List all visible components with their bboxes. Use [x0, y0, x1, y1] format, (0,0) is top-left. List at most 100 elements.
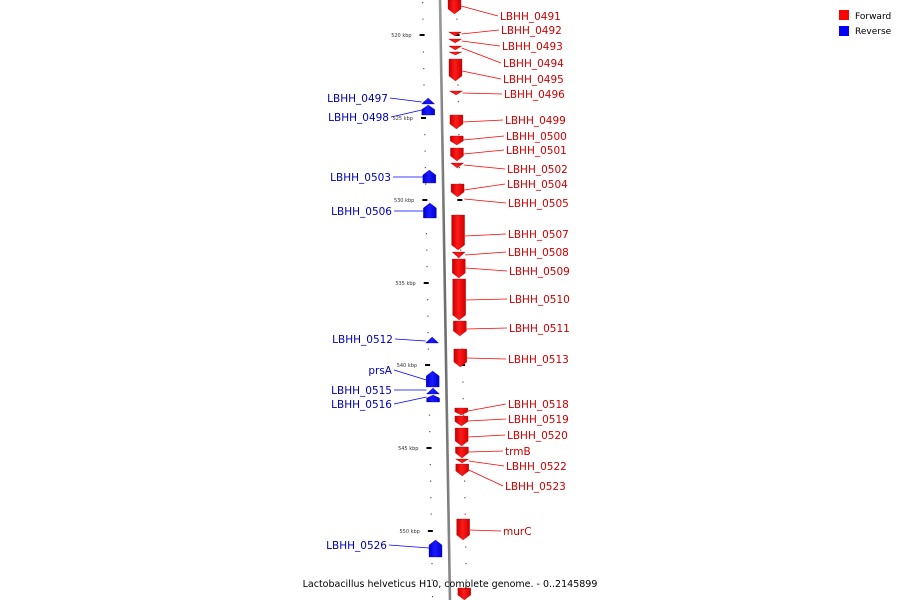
forward-gene-label[interactable]: LBHH_0520 [507, 430, 568, 442]
forward-gene-glyph[interactable] [450, 147, 464, 162]
minor-tick [428, 414, 431, 416]
forward-gene-label[interactable]: LBHH_0505 [508, 198, 569, 210]
forward-gene-label[interactable]: LBHH_0510 [509, 294, 570, 306]
forward-gene-label[interactable]: LBHH_0500 [506, 131, 567, 143]
reverse-gene-label[interactable]: LBHH_0498 [328, 112, 389, 124]
forward-gene-label[interactable]: LBHH_0511 [509, 323, 570, 335]
forward-gene-label[interactable]: LBHH_0496 [504, 89, 565, 101]
reverse-gene-label[interactable]: LBHH_0497 [327, 93, 388, 105]
forward-gene-glyph[interactable] [455, 458, 470, 464]
minor-tick [430, 480, 432, 482]
minor-tick [460, 249, 462, 251]
forward-gene-label[interactable]: LBHH_0508 [508, 247, 569, 259]
reverse-gene-glyph[interactable] [426, 387, 440, 395]
forward-gene-label[interactable]: trmB [505, 446, 531, 458]
forward-gene-glyph[interactable] [454, 415, 469, 427]
forward-gene-glyph[interactable] [456, 518, 470, 541]
minor-tick [429, 431, 431, 433]
forward-gene-leader [465, 251, 507, 256]
reverse-gene-glyph[interactable] [428, 539, 443, 558]
reverse-gene-glyph[interactable] [421, 104, 435, 116]
minor-tick [422, 18, 424, 20]
reverse-gene-glyph[interactable] [425, 336, 440, 344]
reverse-gene-glyph[interactable] [422, 169, 436, 184]
legend: Forward Reverse [839, 10, 892, 37]
legend-forward-swatch [839, 10, 849, 20]
forward-gene-glyph[interactable] [450, 162, 465, 169]
forward-gene-label[interactable]: LBHH_0513 [508, 354, 569, 366]
minor-tick [424, 134, 426, 136]
reverse-gene-glyph[interactable] [426, 370, 440, 388]
forward-gene-glyph[interactable] [451, 251, 466, 259]
forward-gene-glyph[interactable] [454, 427, 469, 447]
forward-gene-glyph[interactable] [454, 407, 468, 416]
forward-gene-label[interactable]: LBHH_0495 [503, 74, 564, 86]
forward-gene-leader [468, 469, 504, 487]
forward-gene-glyph[interactable] [457, 587, 471, 600]
reverse-gene-label[interactable]: LBHH_0503 [330, 172, 391, 184]
reverse-gene-glyph[interactable] [423, 202, 437, 219]
forward-gene-label[interactable]: LBHH_0501 [506, 145, 567, 157]
forward-gene-leader [465, 298, 508, 301]
forward-gene-leader [462, 92, 503, 95]
forward-gene-label[interactable]: LBHH_0504 [507, 179, 568, 191]
forward-gene-glyph[interactable] [450, 135, 464, 146]
reverse-gene-label[interactable]: LBHH_0516 [331, 399, 392, 411]
minor-tick [422, 2, 424, 4]
reverse-gene-label[interactable]: LBHH_0506 [331, 206, 392, 218]
forward-gene-leader [460, 5, 499, 17]
reverse-gene-label[interactable]: LBHH_0526 [326, 540, 387, 552]
minor-tick [464, 513, 466, 515]
forward-gene-label[interactable]: LBHH_0502 [507, 164, 568, 176]
minor-tick [465, 579, 467, 581]
forward-gene-label[interactable]: LBHH_0522 [506, 461, 567, 473]
forward-gene-glyph[interactable] [451, 214, 465, 251]
forward-gene-glyph[interactable] [453, 320, 467, 337]
forward-gene-glyph[interactable] [448, 90, 464, 96]
forward-gene-label[interactable]: LBHH_0519 [508, 414, 569, 426]
forward-gene-label[interactable]: LBHH_0492 [501, 25, 562, 37]
forward-gene-leader [466, 357, 507, 360]
axis-tick-label: 530 kbp [394, 198, 414, 204]
forward-gene-label[interactable]: LBHH_0518 [508, 399, 569, 411]
forward-gene-glyph[interactable] [452, 278, 466, 321]
minor-tick [462, 398, 464, 400]
forward-gene-glyph[interactable] [455, 446, 469, 459]
forward-gene-glyph[interactable] [450, 183, 465, 198]
forward-gene-label[interactable]: LBHH_0509 [509, 266, 570, 278]
minor-tick [462, 414, 465, 416]
forward-gene-label[interactable]: LBHH_0523 [505, 481, 566, 493]
forward-gene-leader [463, 149, 505, 155]
legend-reverse-swatch [839, 26, 849, 36]
forward-gene-glyph[interactable] [448, 58, 463, 82]
forward-gene-glyph[interactable] [455, 463, 469, 477]
forward-gene-glyph[interactable] [448, 38, 463, 44]
forward-gene-label[interactable]: LBHH_0499 [505, 115, 566, 127]
axis-tick-label: 525 kbp [393, 116, 413, 122]
reverse-gene-label[interactable]: LBHH_0515 [331, 385, 392, 397]
forward-gene-glyph[interactable] [452, 258, 466, 279]
minor-tick [465, 546, 467, 548]
forward-gene-leader [461, 40, 501, 47]
forward-gene-glyph[interactable] [447, 0, 462, 15]
forward-gene-glyph[interactable] [448, 45, 463, 51]
forward-gene-leader [461, 47, 502, 64]
minor-tick [464, 497, 466, 499]
reverse-gene-label[interactable]: LBHH_0512 [332, 334, 393, 346]
axis-tick-label: 535 kbp [395, 281, 415, 287]
forward-gene-label[interactable]: murC [503, 526, 532, 538]
legend-forward-label: Forward [855, 12, 891, 22]
genome-backbone [438, 0, 452, 600]
reverse-gene-label[interactable]: prsA [368, 365, 392, 377]
forward-gene-label[interactable]: LBHH_0491 [500, 11, 561, 23]
forward-gene-glyph[interactable] [449, 114, 464, 130]
forward-gene-glyph[interactable] [448, 51, 462, 56]
reverse-gene-glyph[interactable] [421, 97, 436, 105]
forward-gene-label[interactable]: LBHH_0493 [502, 41, 563, 53]
forward-gene-glyph[interactable] [448, 31, 463, 37]
forward-gene-glyph[interactable] [453, 348, 467, 368]
forward-gene-label[interactable]: LBHH_0494 [503, 58, 564, 70]
forward-gene-label[interactable]: LBHH_0507 [508, 229, 569, 241]
reverse-gene-glyph[interactable] [426, 394, 440, 403]
minor-tick [426, 266, 428, 268]
